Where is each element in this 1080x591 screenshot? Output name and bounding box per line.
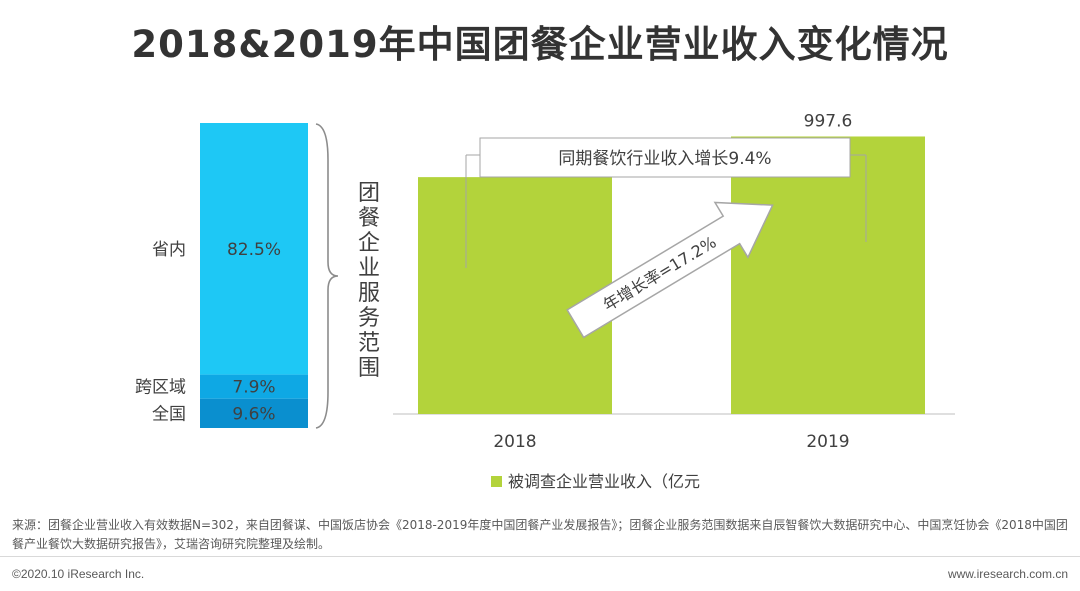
stack-segment-value-0: 82.5% [227, 240, 281, 260]
arrow-shape [566, 201, 774, 339]
source-note: 来源：团餐企业营业收入有效数据N=302，来自团餐谋、中国饭店协会《2018-2… [12, 518, 1068, 551]
stack-segment-label-1: 跨区域 [135, 378, 186, 398]
revenue-bar-2018 [418, 177, 612, 414]
x-tick-2019: 2019 [806, 432, 849, 452]
stack-segment-value-1: 7.9% [232, 378, 275, 398]
legend-swatch [491, 476, 502, 487]
stack-segment-0 [200, 123, 308, 375]
stack-segment-value-2: 9.6% [232, 404, 275, 424]
curly-brace [315, 123, 339, 429]
service-scope-stacked-bar: 82.5% 省内 7.9% 跨区域 9.6% 全国 [135, 123, 308, 428]
stack-segment-1 [200, 374, 308, 399]
service-scope-bracket: 团餐企业服务范围 [315, 123, 380, 429]
industry-growth-label: 同期餐饮行业收入增长9.4% [558, 149, 771, 169]
legend-label: 被调查企业营业收入（亿元 [508, 472, 700, 491]
yoy-growth-label: 年增长率=17.2% [600, 232, 720, 314]
stack-segment-label-2: 全国 [152, 404, 186, 424]
revenue-value-2019: 997.6 [804, 111, 853, 131]
industry-growth-box [479, 137, 851, 178]
revenue-bar-2019 [731, 136, 925, 414]
website: www.iresearch.com.cn [947, 567, 1068, 581]
footer-divider [0, 556, 1080, 557]
stack-segment-2 [200, 398, 308, 428]
x-tick-2018: 2018 [493, 432, 536, 452]
copyright: ©2020.10 iResearch Inc. [12, 567, 145, 581]
service-scope-label: 团餐企业服务范围 [358, 181, 380, 381]
stack-segment-label-0: 省内 [152, 240, 186, 260]
page-title: 2018&2019年中国团餐企业营业收入变化情况 [131, 23, 949, 66]
revenue-bar-chart: 851.52018997.62019同期餐饮行业收入增长9.4%年增长率=17.… [393, 111, 955, 491]
